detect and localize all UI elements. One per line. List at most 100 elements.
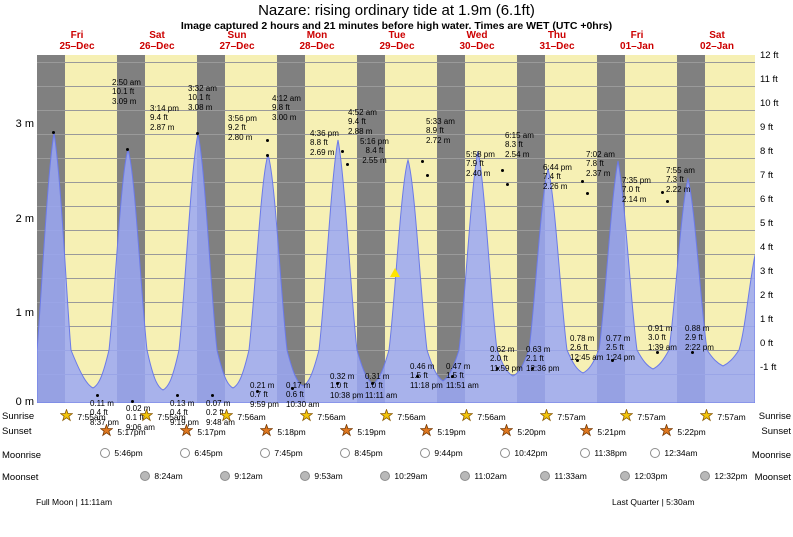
sunset-time: 5:20pm — [517, 426, 546, 437]
tide-time: 4:52 am — [348, 108, 377, 117]
moonrise-time: 7:45pm — [274, 447, 303, 458]
tide-height-m: 2.26 m — [543, 181, 568, 191]
tide-point-dot — [501, 169, 504, 172]
tide-time: 6:44 pm — [543, 163, 572, 172]
tide-height-ft: 1.0 ft — [330, 381, 348, 391]
moonrise-icon — [420, 447, 430, 458]
tide-chart-plot-area — [37, 55, 755, 403]
sunrise-time: 7:57am — [557, 411, 586, 422]
tide-point-dot — [506, 183, 509, 186]
moonrise-cell-7: 12:34am — [650, 447, 697, 458]
sunset-cell-2: 5:18pm — [259, 423, 306, 439]
sunset-time: 5:17pm — [197, 426, 226, 437]
tide-height-ft: 0.4 ft — [90, 408, 108, 418]
day-header-date: 26–Dec — [139, 41, 175, 52]
y-axis-right-2ft: 2 ft — [760, 290, 774, 301]
tide-annotation-high: 4:52 am 9.4 ft 2.88 m — [348, 108, 377, 136]
tide-height-m: 0.32 m — [330, 372, 355, 381]
tide-height-ft: 3.0 ft — [648, 333, 666, 343]
moonset-cell-3: 10:29am — [380, 470, 427, 481]
tide-height-m: 0.46 m — [410, 362, 435, 371]
sunrise-cell-3: 7:56am — [299, 408, 346, 424]
y-axis-right-1ft: 1 ft — [760, 314, 774, 325]
y-axis-right-neg1ft: -1 ft — [760, 362, 777, 373]
tide-time: 6:15 am — [505, 131, 534, 140]
tide-time: 3:56 pm — [228, 114, 257, 123]
day-band — [65, 55, 117, 403]
tide-height-m: 0.17 m — [286, 381, 311, 390]
tide-height-m: 3.09 m — [112, 96, 137, 106]
tide-height-ft: 2.0 ft — [490, 354, 508, 364]
tide-annotation-low: 0.21 m 0.7 ft 9:59 pm — [250, 381, 279, 409]
tide-point-dot — [496, 367, 499, 370]
sunset-cell-6: 5:21pm — [579, 423, 626, 439]
gridline — [37, 86, 755, 87]
tide-annotation-low: 0.11 m 0.4 ft 8:37 pm — [90, 399, 119, 427]
moonset-cell-2: 9:53am — [300, 470, 343, 481]
moonrise-icon — [340, 447, 350, 458]
day-header-3: Mon 28–Dec — [277, 30, 357, 52]
tide-time: 11:51 am — [446, 380, 479, 390]
y-axis-right-10ft: 10 ft — [760, 98, 779, 109]
day-header-6: Thu 31–Dec — [517, 30, 597, 52]
sunrise-icon — [699, 408, 714, 424]
sunrise-icon — [299, 408, 314, 424]
tide-height-ft: 7.3 ft — [666, 175, 684, 185]
tide-height-ft: 0.1 ft — [126, 413, 144, 423]
tide-height-m: 2.40 m — [466, 168, 491, 178]
sunrise-time: 7:55am — [77, 411, 106, 422]
tide-height-m: 2.54 m — [505, 149, 530, 159]
sunrise-cell-8: 7:57am — [699, 408, 746, 424]
tide-height-ft: 8.8 ft — [310, 138, 328, 148]
day-header-dow: Wed — [466, 30, 488, 41]
tide-time: 2:50 am — [112, 78, 141, 87]
day-header-dow: Sun — [227, 30, 247, 41]
tide-height-m: 0.11 m — [90, 399, 114, 408]
moon-phase-full: Full Moon | 11:11am — [36, 497, 113, 507]
moonset-time: 12:32pm — [714, 470, 748, 481]
sunrise-cell-7: 7:57am — [619, 408, 666, 424]
tide-time: 9:48 am — [206, 417, 235, 427]
tide-time: 3:32 am — [188, 84, 217, 93]
sunset-cell-1: 5:17pm — [179, 423, 226, 439]
tide-height-ft: 9.4 ft — [348, 117, 366, 127]
moonset-icon — [380, 470, 390, 481]
tide-point-dot — [666, 200, 669, 203]
day-header-date: 25–Dec — [59, 41, 95, 52]
day-header-date: 28–Dec — [299, 41, 335, 52]
tide-annotation-low: 0.13 m 0.4 ft 9:19 pm — [170, 399, 199, 427]
tide-time: 11:18 pm — [410, 380, 443, 390]
moonset-icon — [220, 470, 230, 481]
sunset-time: 5:19pm — [357, 426, 386, 437]
tide-annotation-low: 0.63 m 2.1 ft 12:36 pm — [526, 345, 559, 373]
moonrise-cell-6: 11:38pm — [580, 447, 627, 458]
sunset-time: 5:19pm — [437, 426, 466, 437]
day-header-dow: Sat — [709, 30, 725, 41]
tide-height-m: 2.87 m — [150, 122, 175, 132]
tide-height-m: 2.88 m — [348, 126, 373, 136]
tide-height-ft: 8.4 ft — [365, 146, 384, 156]
moonrise-time: 11:38pm — [594, 447, 627, 458]
tide-point-dot — [96, 394, 99, 397]
sunrise-time: 7:56am — [477, 411, 506, 422]
row-label-sunrise: Sunrise — [2, 411, 35, 422]
day-header-8: Sat 02–Jan — [677, 30, 757, 52]
y-axis-right-6ft: 6 ft — [760, 194, 774, 205]
tide-annotation-low: 0.32 m 1.0 ft 10:38 pm — [330, 372, 363, 400]
y-axis-label-m-3: 3 m — [15, 118, 34, 130]
sunrise-icon — [219, 408, 234, 424]
gridline — [37, 230, 755, 231]
tide-time: 11:11 am — [365, 390, 398, 400]
day-header-date: 29–Dec — [379, 41, 415, 52]
tide-time: 10:30 am — [286, 399, 320, 409]
tide-annotation-high: 4:12 am 9.8 ft 3.00 m — [272, 94, 301, 122]
sunset-time: 5:22pm — [677, 426, 706, 437]
day-header-dow: Fri — [630, 30, 644, 41]
tide-height-ft: 8.9 ft — [426, 126, 444, 136]
tide-height-m: 0.07 m — [206, 399, 231, 408]
tide-point-dot — [336, 382, 339, 385]
now-marker-icon — [390, 268, 400, 277]
gridline — [37, 158, 755, 159]
moonrise-cell-1: 6:45pm — [180, 447, 223, 458]
tide-height-m: 0.62 m — [490, 345, 515, 354]
